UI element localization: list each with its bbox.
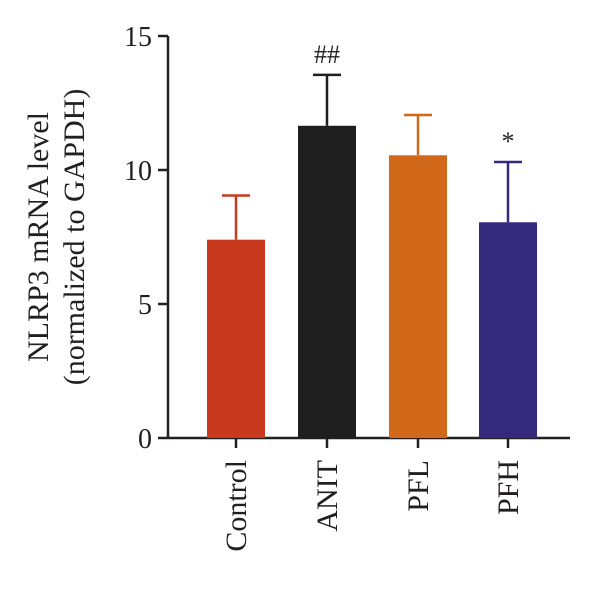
bar bbox=[298, 125, 356, 438]
y-axis-title: NLRP3 mRNA level (normalized to GAPDH) bbox=[22, 89, 91, 386]
y-axis-title-line1: NLRP3 mRNA level bbox=[22, 112, 55, 362]
y-tick-label: 10 bbox=[124, 156, 152, 187]
bar bbox=[479, 222, 537, 438]
y-axis-title-line2: (normalized to GAPDH) bbox=[58, 89, 91, 386]
y-tick-label: 15 bbox=[124, 22, 152, 53]
bar bbox=[389, 155, 447, 438]
bar bbox=[207, 239, 265, 438]
x-tick-label: PFH bbox=[492, 460, 525, 515]
y-tick-label: 5 bbox=[138, 290, 152, 321]
significance-annotation: * bbox=[502, 127, 515, 156]
y-tick-label: 0 bbox=[138, 424, 152, 455]
x-tick-label: Control bbox=[220, 460, 253, 552]
plot-area: 0 5 10 15 Control ## ANIT PFL * PFH bbox=[124, 22, 570, 552]
x-tick-label: PFL bbox=[402, 460, 435, 512]
significance-annotation: ## bbox=[314, 40, 340, 69]
x-tick-label: ANIT bbox=[311, 460, 344, 532]
